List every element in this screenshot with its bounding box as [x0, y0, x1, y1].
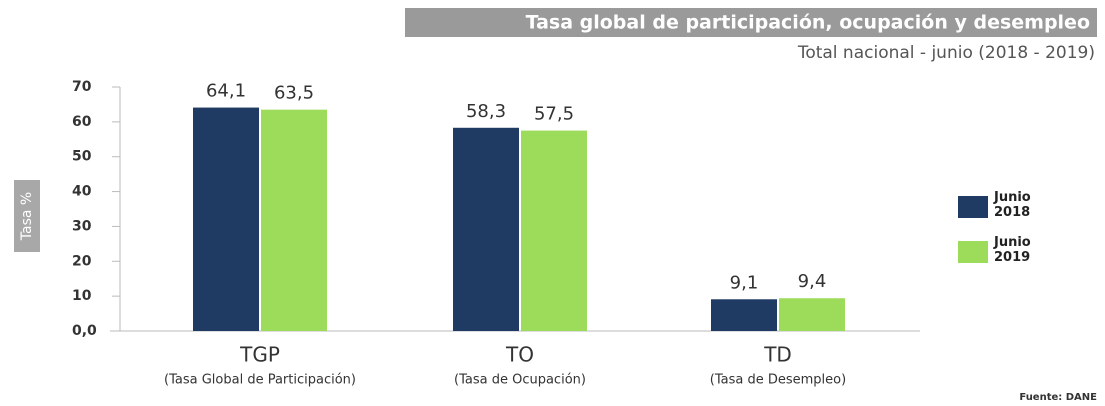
chart-title: Tasa global de participación, ocupación … — [526, 12, 1090, 34]
value-label: 57,5 — [534, 104, 574, 125]
source: Fuente: DANE — [1019, 392, 1097, 403]
bar — [779, 298, 845, 331]
value-label: 9,4 — [798, 271, 827, 292]
y-tick-label: 70 — [72, 79, 92, 95]
y-tick-label: 50 — [72, 149, 92, 165]
bar — [453, 127, 519, 331]
x-tick-sublabel: (Tasa de Desempleo) — [710, 373, 846, 388]
value-label: 64,1 — [206, 81, 246, 102]
bar — [261, 109, 327, 332]
y-tick-label: 30 — [72, 218, 92, 234]
y-tick-label: 40 — [72, 184, 92, 200]
value-label: 63,5 — [274, 83, 314, 104]
chart-subtitle: Total nacional - junio (2018 - 2019) — [797, 43, 1095, 63]
bar — [193, 107, 259, 332]
y-tick-label: 20 — [72, 253, 92, 269]
legend-label: Junio 2018 — [994, 190, 1031, 220]
y-label-box — [14, 180, 40, 252]
y-axis-label: Tasa % — [19, 192, 35, 241]
bar — [711, 299, 777, 331]
legend-label: Junio 2019 — [994, 235, 1031, 265]
x-tick-label: TGP — [239, 343, 280, 367]
bar — [521, 130, 587, 331]
x-tick-label: TO — [505, 343, 534, 367]
x-tick-label: TD — [763, 343, 792, 367]
value-label: 9,1 — [730, 272, 759, 293]
legend-swatch — [958, 196, 988, 218]
y-tick-label: 0,0 — [72, 323, 97, 339]
y-tick-label: 60 — [72, 114, 92, 130]
title-box — [405, 8, 1097, 37]
legend-swatch — [958, 241, 988, 263]
x-tick-sublabel: (Tasa Global de Participación) — [164, 373, 356, 388]
x-tick-sublabel: (Tasa de Ocupación) — [454, 373, 586, 388]
value-label: 58,3 — [466, 101, 506, 122]
y-tick-label: 10 — [72, 288, 92, 304]
